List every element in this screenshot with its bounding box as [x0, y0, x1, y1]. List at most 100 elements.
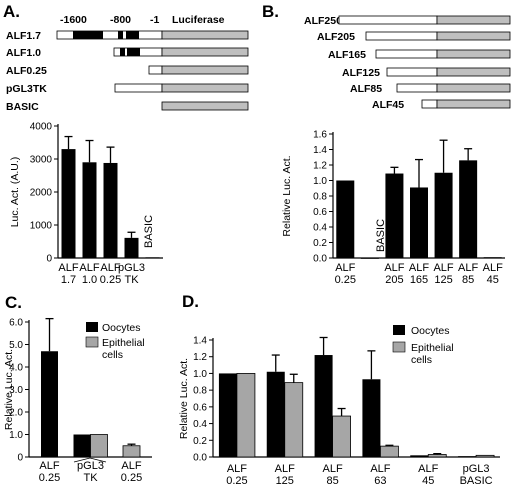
panel-b-x-label-0: ALF [335, 262, 355, 274]
panel-c-x-label-2: 0.25 [121, 472, 142, 484]
panel-d-y-tick-label: 0.8 [193, 386, 207, 397]
panel-d-y-tick-label: 0.4 [193, 419, 207, 430]
panel-d-bar-epithelial-3 [380, 445, 399, 458]
luciferase-box [436, 31, 511, 41]
panel-b-x-label-5: ALF [458, 262, 478, 274]
panel-d-y-tick-label: 0.2 [193, 436, 207, 447]
panel-d-x-label-5: BASIC [460, 475, 493, 487]
construct-label-alf85: ALF85 [350, 83, 382, 95]
legend-label-oocytes: Oocytes [411, 325, 450, 337]
legend-label-epithelial: Epithelial [411, 342, 454, 354]
panel-c-x-label-1: pGL3 [77, 460, 104, 472]
panel-b-y-tick-label: 0.2 [313, 238, 327, 249]
panel-a-bar-1 [82, 162, 97, 258]
panel-b-x-label-3: ALF [409, 262, 429, 274]
panel-b-x-label-6: ALF [483, 262, 503, 274]
panel-d-x-label-0: 0.25 [226, 475, 247, 487]
panel-b-x-label-2: ALF [384, 262, 404, 274]
panel-b-bar-3 [410, 187, 428, 258]
panel-c-x-label-1: TK [83, 472, 98, 484]
panel-a-x-label-2: 0.25 [100, 274, 121, 286]
panel-d-x-label-3: 63 [374, 475, 386, 487]
construct-label-alf165: ALF165 [328, 49, 366, 61]
construct-label-alf1.0: ALF1.0 [6, 47, 41, 59]
luciferase-box [436, 15, 511, 25]
luciferase-box [436, 67, 511, 77]
panel-d-bar-oocytes-1 [266, 371, 285, 457]
promoter-element [120, 48, 125, 56]
promoter-box [396, 83, 438, 93]
panel-b-x-label-2: 205 [385, 274, 403, 286]
panel-d-x-label-3: ALF [370, 463, 390, 475]
panel-d-x-label-2: 85 [326, 475, 338, 487]
panel-d-y-tick-label: 1.4 [193, 336, 207, 347]
panel-a-x-label-0: 1.7 [61, 274, 76, 286]
panel-a-basic-annotation: BASIC [143, 215, 155, 248]
legend-swatch-epithelial [85, 336, 99, 348]
panel-a-bar-3 [124, 237, 139, 258]
panel-b-x-label-4: 125 [434, 274, 452, 286]
promoter-box [338, 15, 438, 25]
luciferase-box [161, 101, 249, 111]
construct-label-alf250: ALF250 [304, 15, 342, 27]
panel-d-y-tick-label: 1.0 [193, 369, 207, 380]
panel-d-bar-epithelial-1 [284, 382, 304, 458]
panel-b-x-label-0: 0.25 [335, 274, 356, 286]
panel-b-bar-1 [360, 258, 379, 259]
panel-d-x-label-4: 45 [422, 475, 434, 487]
panel-d-y-label: Relative Luc. Act. [178, 358, 190, 439]
panel-c-y-tick-label: 3.0 [9, 385, 23, 396]
promoter-element [126, 31, 139, 39]
panel-c-x-label-2: ALF [121, 460, 141, 472]
panel-a-y-tick-label: 1000 [30, 221, 53, 232]
panel-d-bar-epithelial-2 [332, 415, 351, 458]
panel-d-bar-oocytes-4 [410, 455, 429, 457]
panel-b-y-tick-label: 1.2 [313, 161, 327, 172]
panel-c-y-tick-label: 0 [17, 453, 23, 464]
panel-b-y-label: Relative Luc. Act. [281, 155, 293, 236]
legend-swatch-epithelial [392, 341, 406, 353]
panel-a-x-label-1: ALF [79, 262, 99, 274]
panel-b-y-tick-label: 0.0 [313, 254, 327, 265]
panel-c-x-label-0: 0.25 [39, 472, 60, 484]
luciferase-box [161, 65, 249, 75]
panel-b-basic-annotation: BASIC [375, 219, 387, 252]
panel-b-y-tick-label: 0.4 [313, 223, 327, 234]
panel-d-bar-oocytes-2 [314, 355, 333, 457]
promoter-element [118, 31, 123, 39]
promoter-box [148, 65, 163, 75]
panel-b-y-tick-label: 1.4 [313, 145, 327, 156]
panel-c-y-tick-label: 6.0 [9, 318, 23, 329]
panel-c-bar-oocytes-0 [41, 351, 58, 457]
panel-a-bar-4 [145, 257, 160, 259]
legend-label-cells: cells [102, 349, 123, 361]
panel-c-y-tick-label: 5.0 [9, 340, 23, 351]
panel-d-bar-epithelial-5 [475, 454, 495, 458]
panel-a-x-label-3: TK [124, 274, 139, 286]
panel-b-bar-6 [483, 257, 502, 259]
panel-a-y-tick-label: 2000 [30, 188, 53, 199]
panel-a-bar-0 [61, 149, 76, 258]
construct-label-alf125: ALF125 [342, 67, 380, 79]
construct-label-alf45: ALF45 [372, 99, 404, 111]
panel-d-title: D. [182, 292, 199, 311]
panel-a-y-label: Luc. Act. (A.U.) [9, 157, 21, 228]
legend-swatch-oocytes [393, 325, 405, 335]
panel-c-y-tick-label: 2.0 [9, 408, 23, 419]
panel-d-bar-epithelial-4 [427, 454, 447, 458]
promoter-box [386, 67, 438, 77]
construct-label-basic: BASIC [6, 101, 39, 113]
panel-d-bar-epithelial-0 [236, 373, 256, 458]
promoter-box [365, 31, 438, 41]
panel-d-y-tick-label: 0.6 [193, 402, 207, 413]
panel-d-x-label-1: ALF [275, 463, 295, 475]
panel-d-y-tick-label: 0.0 [193, 453, 207, 464]
panel-d-x-label-0: ALF [227, 463, 247, 475]
scale-label-1600: -1600 [60, 14, 87, 26]
panel-a-y-tick-label: 4000 [30, 122, 53, 133]
promoter-box [421, 99, 438, 109]
panel-d-y-tick-label: 1.2 [193, 352, 207, 363]
panel-b-bar-4 [434, 172, 453, 258]
panel-d-bar-oocytes-3 [362, 379, 381, 457]
promoter-box [56, 30, 163, 40]
